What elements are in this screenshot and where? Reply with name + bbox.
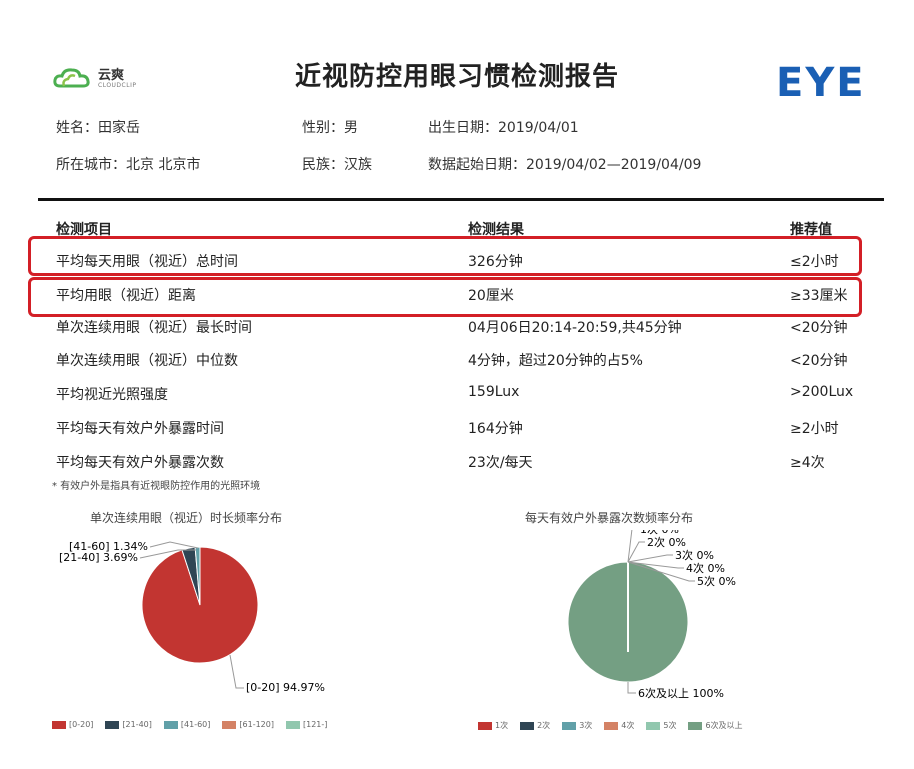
label-leader-line <box>627 541 645 563</box>
row-item: 单次连续用眼（视近）中位数 <box>56 353 238 369</box>
data-date-range: 数据起始日期：2019/04/02—2019/04/09 <box>428 157 702 173</box>
row-recommended: ≥33厘米 <box>790 288 848 304</box>
legend-label: [0-20] <box>69 720 94 729</box>
divider <box>38 198 884 201</box>
slice-label: 6次及以上 100% <box>638 686 724 700</box>
row-recommended: ≥4次 <box>790 455 825 471</box>
birth-date: 出生日期：2019/04/01 <box>428 120 579 136</box>
chart2-legend: 1次 2次 3次 4次 5次 6次及以上 <box>478 720 743 731</box>
row-result: 20厘米 <box>468 288 514 304</box>
legend-label: 6次及以上 <box>705 721 743 730</box>
legend-swatch <box>478 721 492 730</box>
legend-label: [61-120] <box>239 720 274 729</box>
patient-gender: 性别：男 <box>302 120 358 136</box>
label-leader-line <box>627 554 673 563</box>
legend-label: 3次 <box>579 721 593 730</box>
slice-label: 4次 0% <box>686 561 725 575</box>
pie-chart-outdoor-frequency: 1次 0%2次 0%3次 0%4次 0%5次 0% 6次及以上 100% <box>567 530 736 700</box>
col-header-result: 检测结果 <box>468 222 524 238</box>
legend-label: 4次 <box>621 721 635 730</box>
row-item: 单次连续用眼（视近）最长时间 <box>56 320 252 336</box>
company-logo: 云爽 CLOUDCLIP <box>52 64 172 94</box>
row-result: 23次/每天 <box>468 455 533 471</box>
legend-swatch <box>163 720 178 729</box>
legend-item: [41-60] <box>163 720 211 729</box>
chart1-legend: [0-20] [21-40] [41-60] [61-120] [121-] <box>52 720 327 729</box>
slice-label: 1次 0% <box>640 530 679 536</box>
highlight-box-distance <box>28 277 862 317</box>
slice-label: 5次 0% <box>697 574 736 588</box>
footnote: * 有效户外是指具有近视眼防控作用的光照环境 <box>52 481 261 492</box>
col-header-recommended: 推荐值 <box>790 222 832 238</box>
row-result: 164分钟 <box>468 421 523 437</box>
pie-chart-eye-duration: [21-40] 3.69%[41-60] 1.34% [0-20] 94.97% <box>59 540 325 694</box>
label-leader-line <box>229 654 244 689</box>
label-leader-line <box>627 561 684 569</box>
row-result: 326分钟 <box>468 254 523 270</box>
charts-svg: [21-40] 3.69%[41-60] 1.34%[0-20] 94.97% … <box>59 530 736 700</box>
patient-name: 姓名：田家岳 <box>56 120 140 136</box>
city: 所在城市：北京 北京市 <box>56 157 201 173</box>
legend-item: [121-] <box>285 720 328 729</box>
legend-swatch <box>646 721 661 730</box>
label-leader-line <box>627 561 695 582</box>
legend-swatch <box>688 721 703 730</box>
legend-label: 5次 <box>663 721 677 730</box>
legend-swatch <box>52 720 66 729</box>
chart1-title: 单次连续用眼（视近）时长频率分布 <box>90 511 283 525</box>
row-item: 平均每天有效户外暴露时间 <box>56 421 224 437</box>
highlight-box-daily-time <box>28 236 862 276</box>
report-title: 近视防控用眼习惯检测报告 <box>294 62 619 92</box>
brand-logo: EYE <box>776 60 866 106</box>
row-recommended: <20分钟 <box>790 320 848 336</box>
label-leader-line <box>149 541 199 549</box>
slice-label: 3次 0% <box>675 548 714 562</box>
chart2-title: 每天有效户外暴露次数频率分布 <box>525 511 694 525</box>
legend-item: [21-40] <box>105 720 152 729</box>
row-recommended: <20分钟 <box>790 353 848 369</box>
legend-label: 2次 <box>537 721 551 730</box>
legend-swatch <box>604 721 619 730</box>
slice-label: [21-40] 3.69% <box>59 551 138 564</box>
legend-label: [121-] <box>302 720 328 729</box>
legend-item: 4次 <box>604 720 634 731</box>
row-result: 04月06日20:14-20:59,共45分钟 <box>468 320 682 336</box>
legend-label: [21-40] <box>122 720 152 729</box>
legend-label: [41-60] <box>180 720 211 729</box>
legend-item: 6次及以上 <box>688 720 743 731</box>
slice-label: 2次 0% <box>647 535 686 549</box>
legend-item: 5次 <box>646 720 676 731</box>
ethnicity: 民族：汉族 <box>302 157 372 173</box>
legend-item: 2次 <box>520 720 550 731</box>
legend-item: [0-20] <box>52 720 93 729</box>
logo-subtitle: CLOUDCLIP <box>98 82 137 89</box>
legend-swatch <box>222 720 237 729</box>
row-item: 平均每天用眼（视近）总时间 <box>56 254 238 270</box>
legend-item: [61-120] <box>222 720 274 729</box>
row-item: 平均每天有效户外暴露次数 <box>56 455 224 471</box>
slice-label: [0-20] 94.97% <box>246 681 325 694</box>
row-item: 平均用眼（视近）距离 <box>56 288 196 304</box>
row-recommended: >200Lux <box>790 384 854 400</box>
slice-label: [41-60] 1.34% <box>69 540 148 553</box>
legend-item: 3次 <box>562 720 592 731</box>
row-item: 平均视近光照强度 <box>56 387 168 403</box>
legend-item: 1次 <box>478 720 508 731</box>
label-leader-line <box>139 549 196 559</box>
row-result: 159Lux <box>468 384 520 400</box>
label-leader-line <box>627 682 636 694</box>
logo-name: 云爽 <box>98 68 125 83</box>
legend-swatch <box>105 720 120 729</box>
row-recommended: ≤2小时 <box>790 254 839 270</box>
cloud-logo-icon <box>53 68 90 88</box>
legend-swatch <box>285 720 300 729</box>
row-result: 4分钟，超过20分钟的占5% <box>468 353 643 369</box>
legend-swatch <box>520 721 535 730</box>
legend-label: 1次 <box>495 721 509 730</box>
label-leader-line <box>627 530 633 563</box>
col-header-item: 检测项目 <box>56 222 112 238</box>
legend-swatch <box>562 721 577 730</box>
row-recommended: ≥2小时 <box>790 421 839 437</box>
